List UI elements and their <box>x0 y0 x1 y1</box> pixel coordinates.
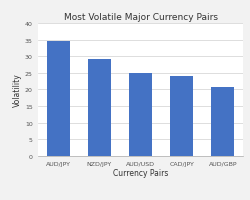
Bar <box>47 42 69 156</box>
Bar <box>211 87 233 156</box>
X-axis label: Currency Pairs: Currency Pairs <box>112 169 168 178</box>
Bar <box>129 73 151 156</box>
Bar <box>170 76 192 156</box>
Title: Most Volatile Major Currency Pairs: Most Volatile Major Currency Pairs <box>63 13 217 22</box>
Y-axis label: Volatility: Volatility <box>13 73 22 107</box>
Bar <box>88 60 110 156</box>
